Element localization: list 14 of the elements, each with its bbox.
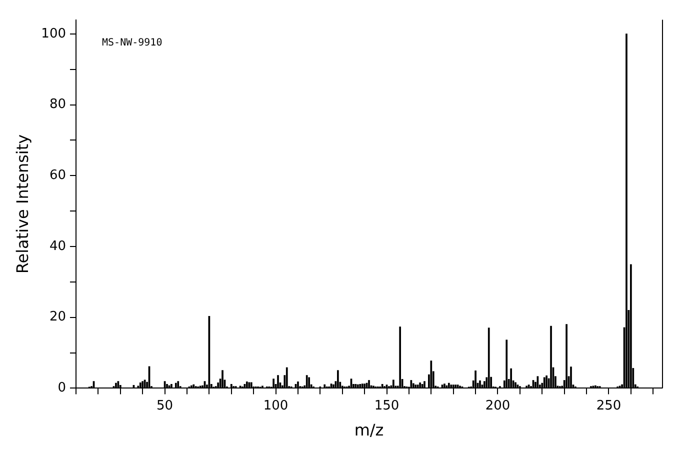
y-axis-title: Relative Intensity (12, 134, 32, 274)
x-tick-label: 100 (263, 398, 288, 414)
annotation: MS-NW-9910 (102, 37, 162, 48)
y-tick-label: 0 (58, 380, 66, 396)
x-tick-label: 150 (374, 398, 400, 414)
x-tick-label: 250 (596, 398, 622, 414)
y-tick-label: 100 (41, 26, 66, 42)
y-tick-label: 20 (49, 310, 66, 325)
y-tick-label: 40 (49, 238, 66, 254)
x-axis-title: m/z (354, 420, 384, 440)
x-tick-label: 50 (156, 398, 174, 414)
x-tick-label: 200 (485, 398, 510, 414)
y-tick-label: 80 (49, 97, 66, 112)
y-tick-label: 60 (49, 168, 66, 184)
